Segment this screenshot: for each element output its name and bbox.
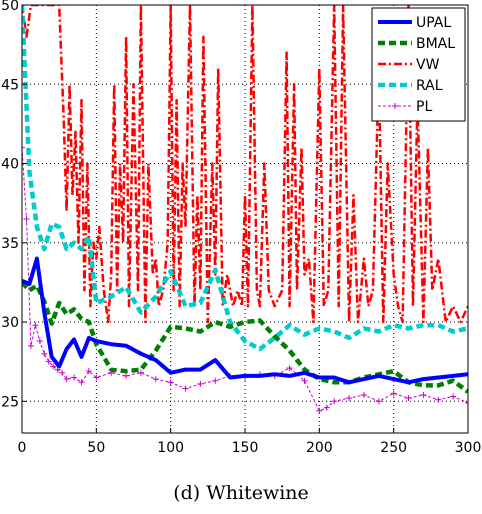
data-point (420, 391, 427, 398)
x-tick-label: 100 (157, 440, 184, 456)
data-point (346, 395, 353, 402)
legend-label: RAL (416, 78, 443, 94)
x-tick-label: 300 (455, 440, 482, 456)
data-point (78, 379, 85, 386)
data-point (360, 391, 367, 398)
data-point (301, 377, 308, 384)
figure-caption: (d) Whitewine (173, 482, 309, 504)
y-tick-label: 25 (1, 394, 19, 410)
y-tick-label: 35 (1, 236, 19, 252)
legend-entry-pl: PL (378, 99, 432, 115)
series-layer (22, 5, 468, 414)
data-point (41, 350, 48, 357)
data-point (63, 376, 70, 383)
legend-box (371, 7, 466, 122)
data-point (197, 380, 204, 387)
data-point (465, 399, 468, 406)
series-line-vw (22, 5, 468, 324)
legend-entry-bmal: BMAL (378, 36, 455, 52)
x-tick-label: 50 (87, 440, 105, 456)
legend-label: UPAL (416, 15, 451, 31)
data-point (435, 396, 442, 403)
data-point (32, 322, 39, 329)
legend-entry-vw: VW (378, 57, 440, 73)
y-tick-label: 45 (1, 77, 19, 93)
data-point (390, 390, 397, 397)
series-line-bmal (22, 280, 468, 394)
y-tick-label: 30 (1, 315, 19, 331)
data-point (152, 376, 159, 383)
x-tick-label: 250 (380, 440, 407, 456)
data-point (23, 216, 30, 222)
data-point (50, 363, 57, 370)
y-tick-label: 40 (1, 157, 19, 173)
y-tick-label: 50 (1, 0, 19, 14)
data-point (182, 385, 189, 392)
legend-marker (392, 103, 398, 109)
series-pl (22, 144, 468, 414)
data-point (123, 372, 130, 379)
series-bmal (22, 280, 468, 394)
legend-label: BMAL (416, 36, 455, 52)
legend-label: PL (416, 99, 432, 115)
data-point (59, 369, 66, 376)
data-point (375, 398, 382, 405)
legend-entry-upal: UPAL (378, 15, 451, 31)
legend-label: VW (416, 57, 440, 73)
data-point (405, 395, 412, 402)
x-tick-label: 0 (18, 440, 27, 456)
data-point (71, 374, 78, 381)
data-point (167, 379, 174, 386)
line-chart: 0 50 100 150 200 250 300 25 30 35 40 45 50 UPAL BMAL V… (1, 0, 481, 456)
data-point (85, 368, 92, 375)
legend: UPAL BMAL VW RAL PL (371, 7, 466, 122)
series-upal (22, 256, 468, 385)
data-point (22, 144, 25, 151)
data-point (137, 369, 144, 376)
data-point (323, 404, 330, 411)
data-point (286, 365, 293, 372)
data-point (93, 374, 100, 381)
series-ral (22, 5, 468, 352)
tick-labels: 0 50 100 150 200 250 300 25 30 35 40 45 50 (1, 0, 481, 456)
data-point (212, 377, 219, 384)
data-point (331, 398, 338, 405)
series-line-ral (22, 5, 468, 352)
data-point (27, 342, 34, 349)
x-tick-label: 200 (306, 440, 333, 456)
data-point (450, 393, 457, 400)
data-point (108, 369, 115, 376)
series-vw (22, 5, 468, 324)
data-point (45, 358, 52, 365)
data-point (36, 338, 43, 345)
series-line-upal (22, 256, 468, 385)
x-tick-label: 150 (232, 440, 259, 456)
data-point (316, 407, 323, 414)
legend-entry-ral: RAL (378, 78, 443, 94)
